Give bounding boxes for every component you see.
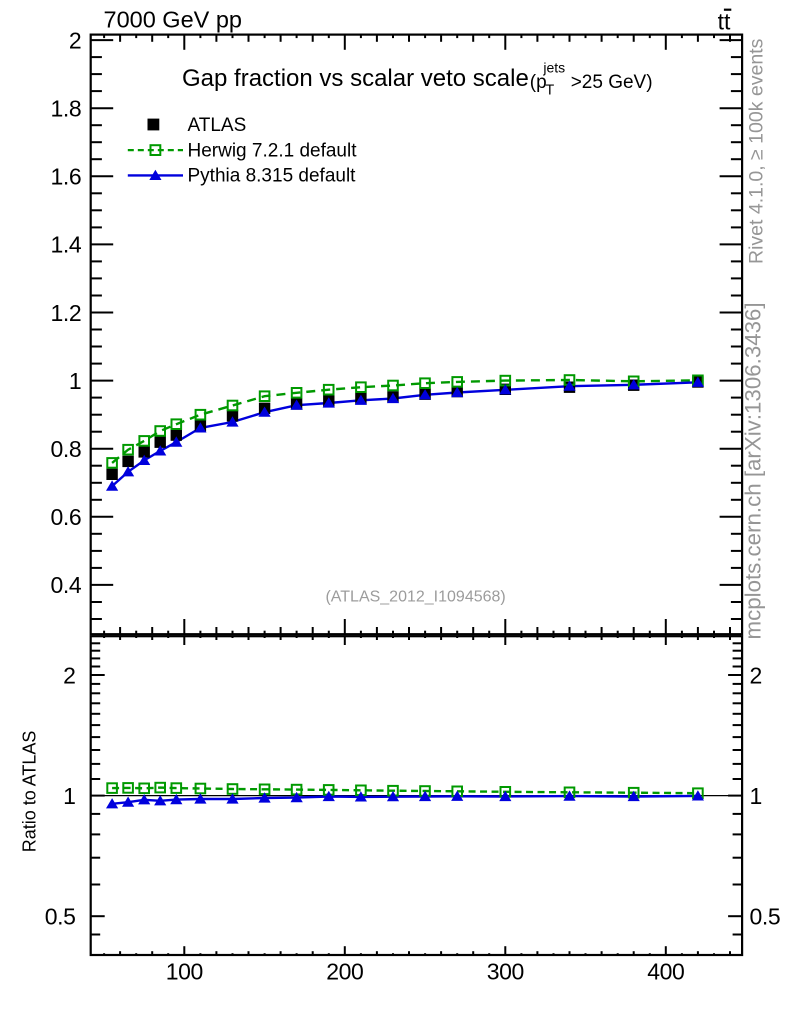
svg-text:0.5: 0.5 [750, 904, 781, 930]
svg-text:jets: jets [542, 60, 565, 76]
svg-text:200: 200 [326, 958, 363, 984]
svg-text:2: 2 [69, 27, 81, 53]
svg-text:>25 GeV): >25 GeV) [571, 72, 653, 93]
svg-text:100: 100 [166, 958, 203, 984]
svg-text:Ratio to ATLAS: Ratio to ATLAS [20, 731, 40, 853]
svg-text:7000 GeV pp: 7000 GeV pp [104, 7, 243, 33]
svg-text:Herwig 7.2.1 default: Herwig 7.2.1 default [188, 140, 358, 161]
svg-text:1: 1 [69, 368, 81, 394]
svg-text:0.5: 0.5 [45, 904, 76, 930]
svg-text:(p: (p [530, 72, 547, 93]
svg-text:1.8: 1.8 [51, 96, 82, 122]
svg-text:1.4: 1.4 [51, 232, 82, 258]
svg-text:1.2: 1.2 [51, 300, 82, 326]
svg-text:mcplots.cern.ch [arXiv:1306.34: mcplots.cern.ch [arXiv:1306.3436] [741, 302, 766, 639]
svg-text:2: 2 [750, 662, 762, 688]
svg-text:1.6: 1.6 [51, 164, 82, 190]
svg-text:ATLAS: ATLAS [188, 115, 247, 136]
svg-text:2: 2 [63, 662, 75, 688]
svg-text:(ATLAS_2012_I1094568): (ATLAS_2012_I1094568) [325, 588, 505, 605]
svg-text:0.4: 0.4 [51, 572, 82, 598]
svg-text:tt: tt [718, 8, 731, 34]
svg-text:Gap fraction vs scalar veto sc: Gap fraction vs scalar veto scale [182, 65, 529, 92]
svg-text:400: 400 [647, 958, 684, 984]
svg-text:1: 1 [63, 783, 75, 809]
svg-text:1: 1 [750, 783, 762, 809]
svg-text:Rivet 4.1.0, ≥ 100k events: Rivet 4.1.0, ≥ 100k events [746, 38, 768, 264]
svg-text:T: T [545, 83, 554, 99]
svg-text:0.8: 0.8 [51, 436, 82, 462]
svg-text:0.6: 0.6 [51, 504, 82, 530]
svg-text:Pythia 8.315 default: Pythia 8.315 default [188, 166, 357, 187]
svg-text:300: 300 [487, 958, 524, 984]
